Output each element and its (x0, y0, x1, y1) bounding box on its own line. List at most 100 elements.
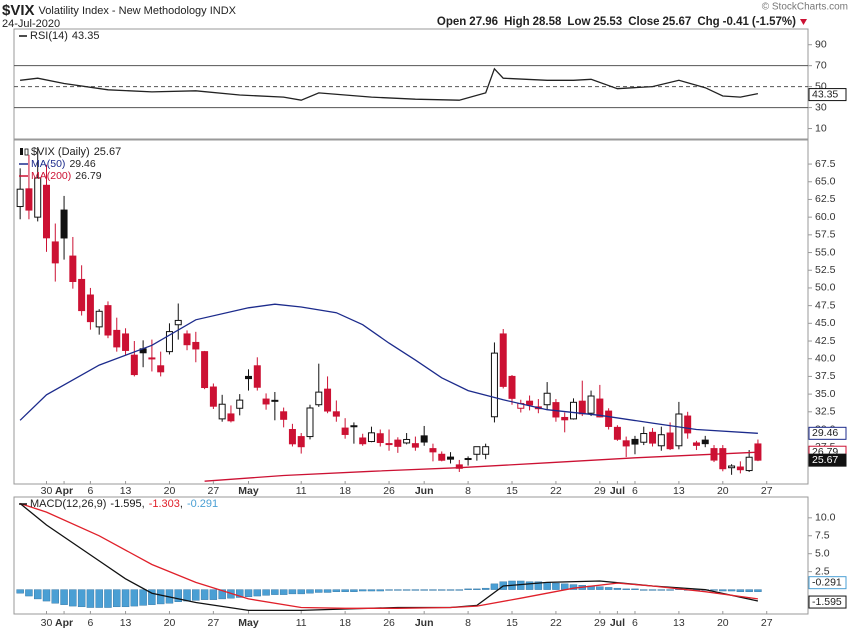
symbol: $VIX (2, 2, 35, 19)
candle-body (165, 331, 173, 353)
candle-body (447, 456, 455, 460)
histogram-bar (279, 589, 288, 595)
candle-body (587, 395, 595, 414)
y-tick-label: 2.5 (815, 565, 830, 577)
legend-value: 25.67 (94, 146, 122, 158)
histogram-bar (604, 587, 613, 590)
candle-body (403, 438, 411, 444)
histogram-bar (341, 589, 349, 592)
candle-body (86, 294, 94, 323)
y-tick-label: 57.5 (815, 229, 836, 241)
histogram-bar (710, 589, 718, 591)
x-tick-label: 15 (506, 617, 518, 629)
x-tick-label: 30 (41, 617, 53, 629)
x-tick-label: 30 (41, 485, 53, 497)
quote-label: Close (628, 16, 659, 28)
histogram-bar (350, 589, 358, 592)
y-tick-label: 5.0 (815, 547, 830, 559)
x-tick-label: 13 (673, 617, 685, 629)
histogram-bar (569, 584, 578, 590)
histogram-bar (490, 583, 499, 590)
candle-body (561, 416, 569, 421)
histogram-bar (411, 589, 420, 591)
legend-name: RSI(14) (30, 30, 68, 42)
candle-body (288, 428, 296, 445)
candle-body (104, 305, 112, 336)
x-tick-label: 18 (339, 485, 351, 497)
histogram-bar (666, 589, 674, 591)
x-tick-label: 13 (673, 485, 685, 497)
line-series (19, 303, 758, 434)
candle-body (622, 440, 630, 447)
histogram-bar (86, 589, 95, 608)
x-tick-label: 8 (465, 617, 471, 629)
value-box-label: -0.291 (812, 576, 842, 588)
panel-frame (13, 28, 809, 140)
candle-body (130, 354, 138, 376)
histogram-bar (438, 589, 446, 591)
x-tick-label: 20 (164, 485, 176, 497)
value-box-label: 43.35 (812, 88, 838, 100)
histogram-bar (420, 589, 428, 591)
y-tick-label: 40.0 (815, 352, 836, 364)
candle-body (51, 241, 59, 264)
candle-body (482, 446, 490, 455)
histogram-bar (367, 589, 376, 592)
candle-body (596, 398, 604, 418)
candle-body (657, 434, 665, 447)
candle-body (666, 432, 674, 450)
candle-body (324, 388, 332, 412)
legend-separator: , (180, 498, 183, 510)
value-box-label: -1.595 (812, 596, 842, 608)
quote-value: -0.41 (723, 16, 750, 28)
histogram-bar (288, 589, 297, 595)
histogram-bar (34, 589, 42, 600)
legend-icon (20, 148, 23, 155)
candle-body (473, 446, 481, 455)
histogram-bar (534, 581, 543, 590)
y-tick-label: 65.0 (815, 176, 836, 188)
value-box (808, 595, 847, 609)
legend-value: -0.291 (187, 498, 218, 510)
x-tick-label: 11 (296, 617, 307, 629)
x-tick-label: 13 (120, 485, 132, 497)
quote: Open 27.96 High 28.58 Low 25.53 Close 25.67 Chg -… (437, 16, 796, 28)
histogram-bar (719, 589, 727, 592)
candle-body (315, 391, 323, 406)
y-tick-label: 10.0 (815, 512, 836, 524)
x-tick-label: 15 (506, 485, 518, 497)
histogram-bar (736, 589, 745, 592)
candle-body (692, 442, 700, 446)
histogram-bar (183, 589, 191, 602)
histogram-bar (481, 587, 490, 590)
candle-body (394, 439, 402, 447)
y-tick-label: 55.0 (815, 246, 836, 258)
legend-icon (24, 148, 29, 156)
value-box (808, 453, 847, 467)
histogram-bar (271, 589, 279, 595)
candle-body (569, 401, 577, 420)
y-tick-label: 35.0 (815, 388, 836, 400)
candle-body (280, 411, 288, 420)
x-tick-label: 6 (632, 617, 638, 629)
x-tick-label: 20 (717, 485, 729, 497)
x-tick-label: 27 (761, 485, 773, 497)
histogram-bar (209, 589, 218, 600)
x-tick-label: Apr (55, 485, 73, 497)
x-tick-label: 18 (339, 617, 351, 629)
x-tick-label: 6 (87, 485, 93, 497)
line-series (20, 67, 759, 101)
candle-body (218, 403, 226, 420)
value-box (808, 426, 847, 440)
quote-label: Low (567, 16, 590, 28)
quote-value: 28.58 (533, 16, 562, 28)
x-tick-label: Jul (610, 485, 625, 497)
candle-body (429, 448, 437, 453)
header-date: 24-Jul-2020 (2, 18, 60, 30)
histogram-bar (42, 589, 51, 602)
x-tick-label: 20 (717, 617, 729, 629)
candle-body (332, 411, 340, 417)
y-tick-label: 47.5 (815, 299, 836, 311)
histogram-bar (253, 589, 262, 597)
histogram-bar (525, 581, 534, 590)
